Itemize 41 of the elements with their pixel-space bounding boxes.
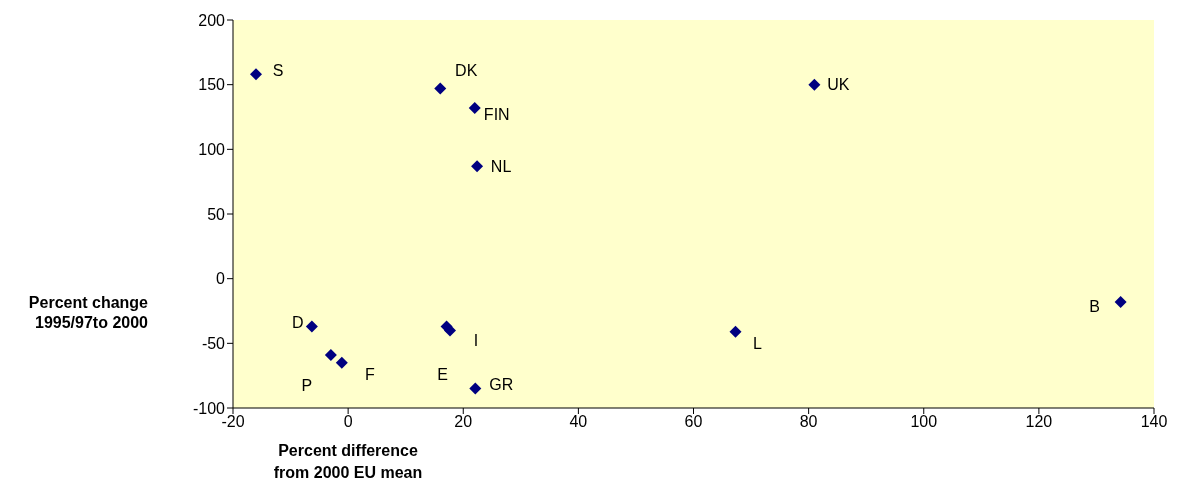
y-tick-label: 200 <box>198 11 226 29</box>
x-tick-label: 100 <box>910 413 938 431</box>
data-label: FIN <box>483 105 510 123</box>
point <box>468 101 481 114</box>
point <box>471 160 484 173</box>
point <box>1114 295 1127 308</box>
x-tick-label: 20 <box>454 413 473 431</box>
x-tick-label: 140 <box>1140 413 1168 431</box>
y-tick-label: 50 <box>207 205 226 223</box>
point <box>335 356 348 369</box>
y-tick-label: 0 <box>216 270 226 288</box>
data-label: P <box>301 376 313 394</box>
y-tick-label: -50 <box>201 335 226 353</box>
x-tick-label: 0 <box>343 413 353 431</box>
point <box>434 82 447 95</box>
data-label: NL <box>490 157 512 175</box>
data-label: I <box>473 332 479 349</box>
y-tick-label: 150 <box>198 76 226 94</box>
point <box>729 325 742 338</box>
x-tick-label: 80 <box>799 413 818 431</box>
data-label: L <box>753 335 763 353</box>
x-tick-label: 120 <box>1025 413 1053 431</box>
point <box>250 68 263 81</box>
data-label: D <box>292 314 304 332</box>
x-tick-label: 60 <box>684 413 703 431</box>
x-axis-title: Percent difference from 2000 EU mean <box>272 441 424 483</box>
point <box>324 348 337 361</box>
data-label: UK <box>827 76 850 94</box>
x-tick-label: 40 <box>569 413 588 431</box>
y-axis-title: Percent change 1995/97to 2000 <box>27 293 148 333</box>
data-label: DK <box>455 62 478 80</box>
data-label: E <box>437 366 448 384</box>
point <box>808 78 821 91</box>
point <box>305 320 318 333</box>
point <box>444 324 457 337</box>
data-label: B <box>1089 297 1100 315</box>
point <box>469 382 482 395</box>
data-label: F <box>364 366 375 384</box>
data-label: GR <box>489 376 514 394</box>
data-label: S <box>272 61 284 79</box>
y-tick-label: 100 <box>198 141 226 159</box>
